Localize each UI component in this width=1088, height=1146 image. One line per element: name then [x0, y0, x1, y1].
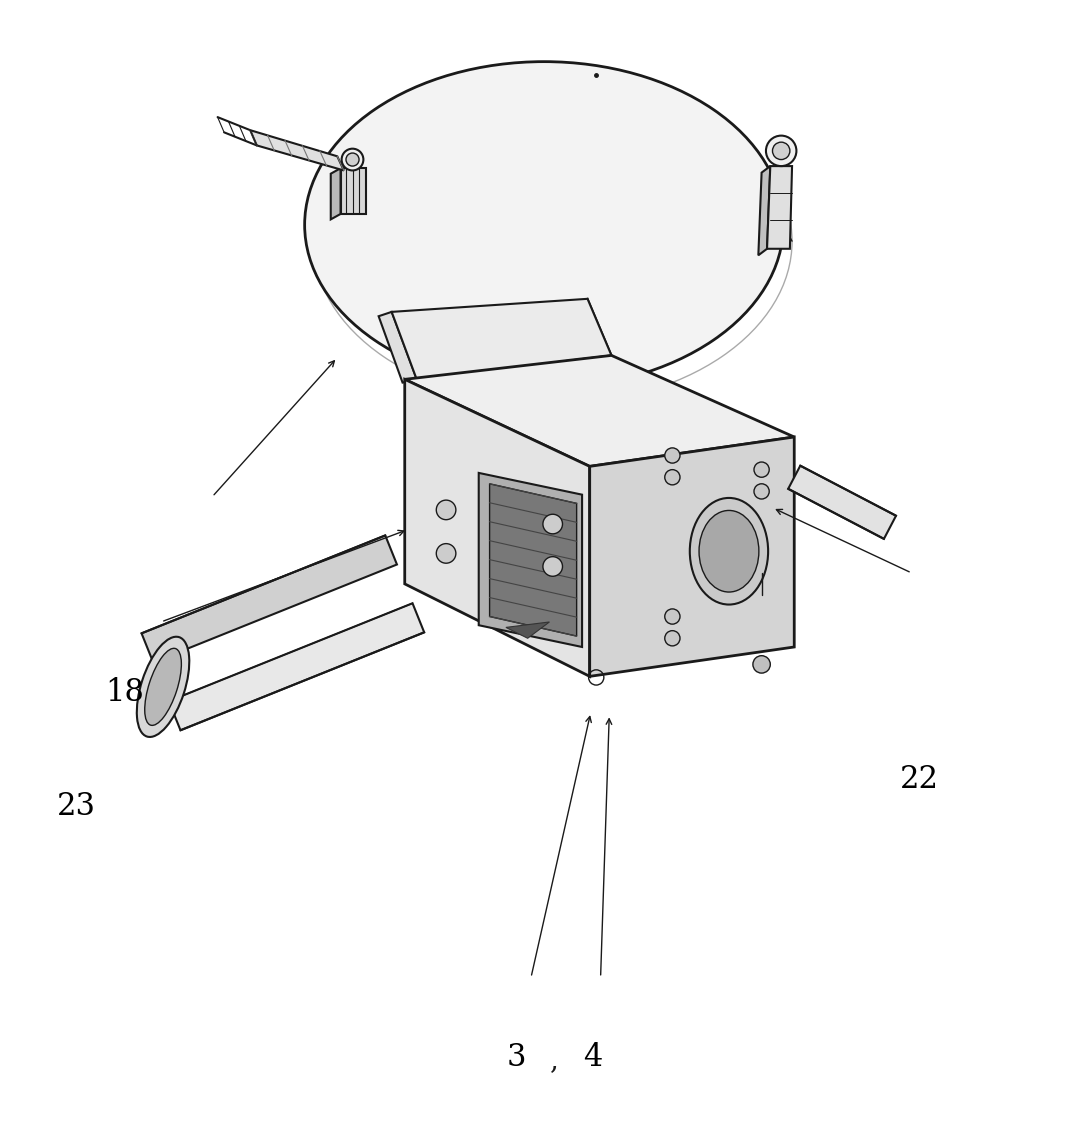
- Circle shape: [766, 135, 796, 166]
- Circle shape: [754, 462, 769, 477]
- Polygon shape: [392, 299, 611, 379]
- Polygon shape: [141, 535, 397, 662]
- Polygon shape: [788, 465, 897, 539]
- Text: ,: ,: [551, 1047, 559, 1074]
- Ellipse shape: [137, 637, 189, 737]
- Polygon shape: [574, 299, 611, 358]
- Polygon shape: [490, 484, 577, 636]
- Ellipse shape: [700, 510, 759, 592]
- Circle shape: [342, 149, 363, 171]
- Polygon shape: [331, 168, 341, 219]
- Polygon shape: [758, 166, 770, 256]
- Polygon shape: [590, 437, 794, 676]
- Text: 3: 3: [507, 1042, 527, 1073]
- Polygon shape: [250, 131, 344, 171]
- Polygon shape: [169, 603, 424, 730]
- Polygon shape: [506, 622, 549, 638]
- Ellipse shape: [690, 497, 768, 605]
- Circle shape: [543, 557, 562, 576]
- Circle shape: [346, 154, 359, 166]
- Text: 23: 23: [57, 792, 96, 823]
- Text: 18: 18: [106, 677, 145, 708]
- Polygon shape: [405, 355, 794, 466]
- Polygon shape: [341, 168, 366, 214]
- Ellipse shape: [305, 62, 783, 388]
- Circle shape: [543, 515, 562, 534]
- Polygon shape: [379, 312, 417, 383]
- Circle shape: [436, 543, 456, 563]
- Circle shape: [753, 656, 770, 673]
- Circle shape: [665, 470, 680, 485]
- Circle shape: [754, 484, 769, 499]
- Circle shape: [436, 500, 456, 519]
- Text: 4: 4: [583, 1042, 603, 1073]
- Circle shape: [665, 448, 680, 463]
- Text: 22: 22: [900, 764, 939, 795]
- Circle shape: [665, 630, 680, 646]
- Circle shape: [665, 609, 680, 625]
- Ellipse shape: [145, 649, 182, 725]
- Polygon shape: [405, 379, 590, 676]
- Circle shape: [772, 142, 790, 159]
- Polygon shape: [767, 166, 792, 249]
- Polygon shape: [479, 473, 582, 647]
